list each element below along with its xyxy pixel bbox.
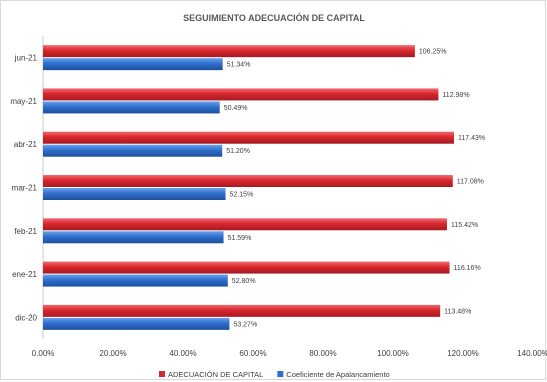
x-tick-label: 80.00% <box>309 349 336 358</box>
category-label: jun-21 <box>14 54 38 63</box>
bar-apalancamiento <box>43 274 228 287</box>
legend-label: ADECUACIÓN DE CAPITAL <box>168 370 263 379</box>
bar-adecuacion <box>43 88 439 101</box>
legend-label: Coeficiente de Apalancamiento <box>286 370 389 379</box>
data-label: 113.48% <box>444 308 471 315</box>
category-label: may-21 <box>10 97 37 106</box>
data-label: 117.43% <box>458 135 485 142</box>
category-label: abr-21 <box>14 140 38 149</box>
x-tick-label: 20.00% <box>99 349 126 358</box>
x-axis-ticks-group: 0.00% 20.00% 40.00% 60.00% 80.00% 100.00% 120.… <box>32 349 547 358</box>
bar-apalancamiento <box>43 101 220 114</box>
data-label: 115.42% <box>451 222 478 229</box>
data-label: 117.08% <box>457 179 484 186</box>
data-label: 51.20% <box>226 148 250 155</box>
category-labels-group: jun-21 may-21 abr-21 mar-21 feb-21 ene-21 dic-… <box>10 54 37 323</box>
bar-adecuacion <box>43 45 415 58</box>
data-label: 52.15% <box>230 192 254 199</box>
category-label: mar-21 <box>12 184 38 193</box>
bars-group <box>43 45 455 330</box>
x-tick-label: 100.00% <box>377 349 409 358</box>
bar-apalancamiento <box>43 144 223 157</box>
data-label: 50.49% <box>224 105 248 112</box>
bar-apalancamiento <box>43 58 223 71</box>
data-label: 51.59% <box>228 235 252 242</box>
legend-swatch <box>159 371 165 377</box>
x-tick-label: 0.00% <box>32 349 55 358</box>
category-label: feb-21 <box>14 227 37 236</box>
data-label: 116.16% <box>454 265 481 272</box>
data-labels-group: 106.25% 51.34% 112.98% 50.49% 117.43% 51.20% 1… <box>224 49 485 329</box>
bar-adecuacion <box>43 304 441 317</box>
data-label: 53.27% <box>233 321 257 328</box>
category-label: dic-20 <box>15 313 37 322</box>
category-label: ene-21 <box>12 270 37 279</box>
chart-title: SEGUIMIENTO ADECUACIÓN DE CAPITAL <box>183 12 365 23</box>
data-label: 106.25% <box>419 49 447 56</box>
data-label: 52.80% <box>232 278 256 285</box>
bar-adecuacion <box>43 175 453 187</box>
bar-adecuacion <box>43 131 455 144</box>
bar-adecuacion <box>43 261 450 274</box>
data-label: 51.34% <box>227 62 251 69</box>
legend: ADECUACIÓN DE CAPITAL Coeficiente de Apal… <box>159 370 390 379</box>
data-label: 112.98% <box>442 92 469 99</box>
x-tick-label: 140.00% <box>517 349 547 358</box>
bar-adecuacion <box>43 218 447 231</box>
bar-apalancamiento <box>43 231 224 244</box>
legend-swatch <box>277 371 284 377</box>
bar-apalancamiento <box>43 317 230 330</box>
x-tick-label: 60.00% <box>239 349 266 358</box>
x-tick-label: 120.00% <box>447 349 479 358</box>
bar-apalancamiento <box>43 188 226 200</box>
x-tick-label: 40.00% <box>169 349 196 358</box>
